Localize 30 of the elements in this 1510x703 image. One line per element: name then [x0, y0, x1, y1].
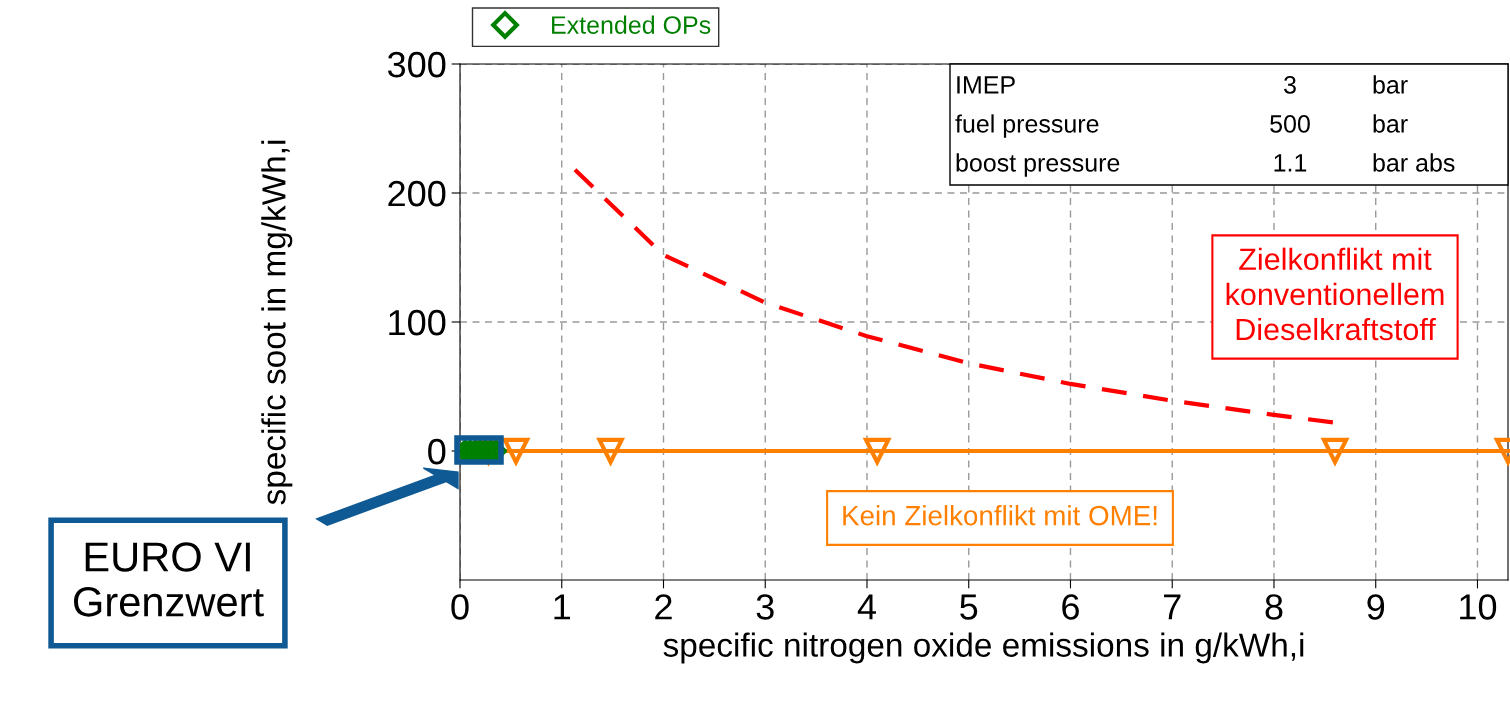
x-tick-label: 10: [1460, 594, 1497, 620]
x-tick-label: 0: [451, 594, 469, 620]
x-tick-label: 1: [554, 594, 571, 620]
annotation: Zielkonflikt mit konventionellem Dieselkraftstoff: [1226, 247, 1444, 341]
x-tick-label: 6: [1062, 594, 1079, 620]
annotation: bar: [1373, 75, 1408, 94]
y-tick-label: 200: [388, 180, 446, 207]
annotation: 1.1: [1274, 154, 1307, 172]
annotation: bar abs: [1373, 153, 1455, 172]
annotation: IMEP: [957, 76, 1015, 94]
y-axis-title: specific soot in mg/kWh,i: [261, 140, 293, 505]
annotation: 500: [1270, 115, 1310, 133]
y-tick-label: 300: [387, 51, 446, 78]
x-tick-label: 8: [1265, 594, 1283, 620]
annotation: 3: [1284, 76, 1296, 94]
x-tick-label: 3: [756, 594, 774, 620]
annotation: boost pressure: [956, 153, 1120, 177]
annotation: Kein Zielkonflikt mit OME!: [843, 505, 1157, 526]
x-tick-label: 5: [960, 594, 978, 620]
legend-label: Extended OPs: [552, 15, 711, 34]
y-tick-label: 0: [428, 438, 446, 465]
x-tick-label: 9: [1367, 594, 1385, 620]
x-tick-label: 4: [857, 594, 876, 620]
x-tick-label: 7: [1164, 594, 1181, 620]
annotation: fuel pressure: [955, 114, 1099, 138]
x-tick-label: 2: [655, 594, 672, 620]
text: EURO VI Grenzwert: [74, 542, 264, 617]
y-tick-label: 100: [389, 309, 446, 336]
x-axis-title: specific nitrogen oxide emissions in g/kWh,i: [663, 632, 1304, 664]
annotation: bar: [1373, 114, 1408, 133]
